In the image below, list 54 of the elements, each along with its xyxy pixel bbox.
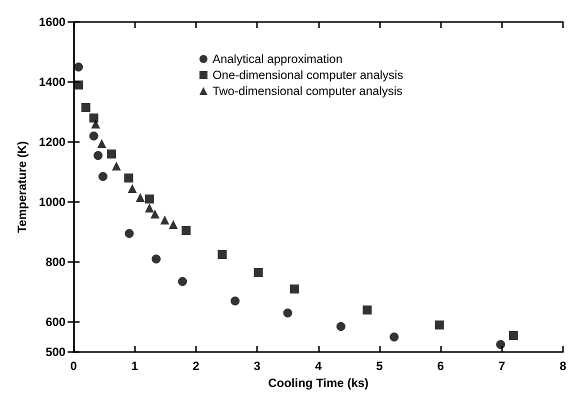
y-tick-label: 1400 bbox=[38, 75, 66, 89]
y-tick-label: 1200 bbox=[38, 135, 66, 149]
point bbox=[336, 322, 346, 331]
x-tick-label: 5 bbox=[376, 359, 384, 373]
y-tick-label: 1000 bbox=[38, 195, 66, 209]
point bbox=[218, 250, 227, 259]
x-tick-label: 1 bbox=[131, 359, 138, 373]
point bbox=[112, 162, 121, 170]
point bbox=[178, 277, 187, 286]
y-axis-title: Temperature (K) bbox=[15, 141, 29, 233]
point bbox=[91, 120, 100, 128]
point bbox=[124, 229, 134, 238]
legend-label: Two-dimensional computer analysis bbox=[212, 84, 403, 98]
point bbox=[107, 150, 116, 158]
point bbox=[182, 226, 191, 235]
point bbox=[97, 139, 106, 148]
point bbox=[290, 284, 299, 294]
point bbox=[496, 340, 506, 349]
point bbox=[74, 62, 83, 72]
point bbox=[254, 268, 263, 277]
x-axis-title: Cooling Time (ks) bbox=[268, 376, 369, 390]
x-tick-label: 3 bbox=[254, 359, 261, 373]
point bbox=[81, 103, 90, 112]
x-tick-label: 8 bbox=[560, 359, 567, 373]
point bbox=[136, 193, 145, 202]
point bbox=[362, 306, 372, 314]
x-tick-label: 7 bbox=[498, 359, 506, 373]
y-tick-label: 500 bbox=[46, 345, 66, 359]
y-tick-label: 1600 bbox=[38, 15, 66, 29]
point bbox=[160, 216, 170, 224]
point bbox=[152, 254, 161, 264]
point bbox=[283, 308, 292, 318]
point bbox=[230, 296, 240, 306]
point bbox=[94, 151, 103, 160]
legend-label: Analytical approximation bbox=[212, 52, 343, 66]
x-tick-label: 4 bbox=[314, 359, 322, 373]
x-tick-label: 0 bbox=[70, 359, 78, 373]
point bbox=[98, 172, 108, 181]
point bbox=[508, 331, 518, 340]
x-tick-label: 6 bbox=[437, 359, 444, 373]
point bbox=[390, 332, 399, 342]
point bbox=[168, 220, 178, 229]
x-tick-label: 2 bbox=[192, 359, 200, 373]
point bbox=[128, 184, 137, 193]
point bbox=[144, 194, 154, 204]
legend-label: One-dimensional computer analysis bbox=[212, 68, 404, 82]
point bbox=[434, 320, 444, 330]
point bbox=[124, 174, 134, 182]
point bbox=[150, 210, 160, 218]
y-tick-label: 800 bbox=[46, 255, 66, 269]
point bbox=[89, 114, 98, 122]
point bbox=[89, 132, 98, 140]
point bbox=[144, 204, 154, 212]
y-tick-label: 600 bbox=[46, 315, 66, 329]
